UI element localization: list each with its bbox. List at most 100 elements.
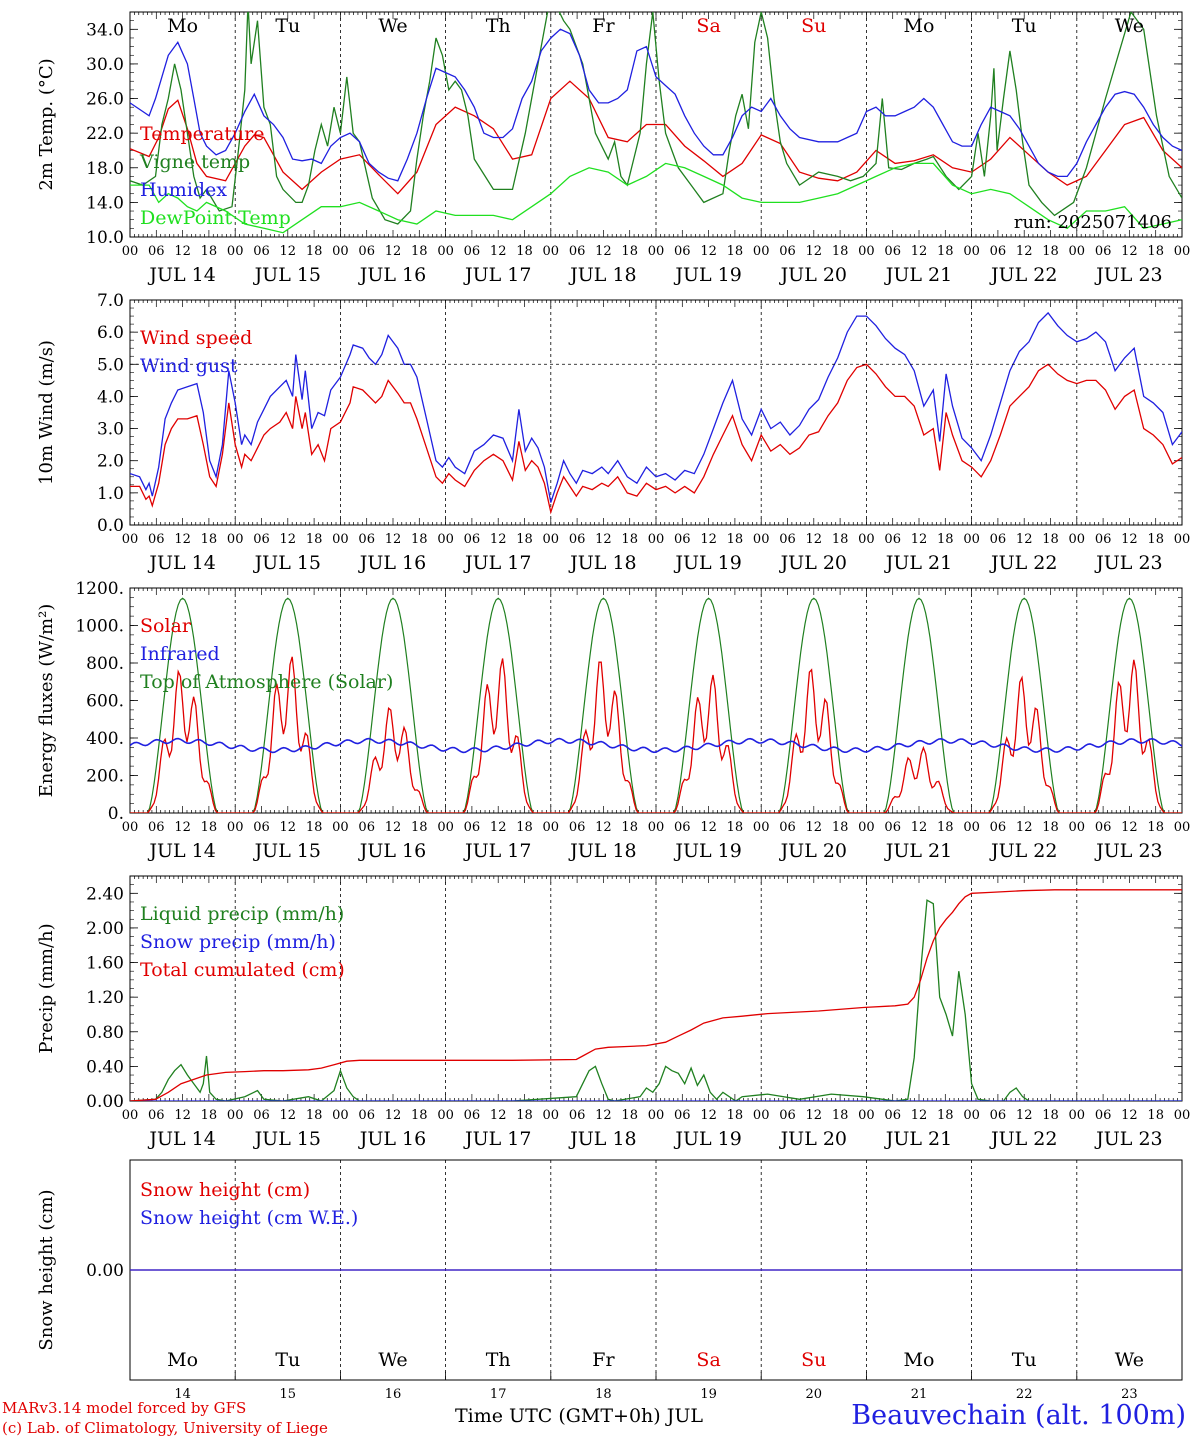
x-hour-label: 12 [700,244,717,259]
day-name-label: Tu [275,1349,300,1371]
x-hour-label: 00 [963,532,980,547]
x-hour-label: 00 [753,532,770,547]
day-name-label: Mo [904,1349,935,1371]
x-hour-label: 18 [411,244,428,259]
day-name-label: Tu [275,15,300,37]
x-hour-label: 12 [700,1108,717,1123]
day-number-label: 22 [1016,1387,1033,1402]
day-name-label: Fr [592,1349,615,1371]
x-hour-label: 06 [674,820,691,835]
x-hour-label: 00 [858,244,875,259]
x-hour-label: 12 [595,1108,612,1123]
x-hour-label: 12 [280,820,297,835]
x-hour-label: 06 [148,1108,165,1123]
y-tick-label: 800. [86,654,124,674]
date-label: JUL 22 [989,552,1057,574]
x-hour-label: 06 [1095,244,1112,259]
x-hour-label: 00 [543,532,560,547]
y-tick-label: 22.0 [86,124,124,144]
x-hour-label: 18 [621,532,638,547]
x-hour-label: 18 [621,820,638,835]
x-hour-label: 18 [201,1108,218,1123]
x-hour-label: 18 [727,244,744,259]
day-number-label: 18 [595,1387,612,1402]
y-tick-label: 0.0 [97,516,124,536]
y-axis-title: Energy fluxes (W/m²) [36,604,57,798]
x-hour-label: 06 [779,532,796,547]
date-label: JUL 21 [884,264,952,286]
y-axis-title: Precip (mm/h) [36,923,57,1053]
x-hour-label: 12 [1016,244,1033,259]
day-number-label: 17 [490,1387,507,1402]
x-hour-label: 18 [1147,1108,1164,1123]
x-hour-label: 12 [385,820,402,835]
y-tick-label: 0.00 [86,1261,124,1281]
x-hour-label: 12 [1121,532,1138,547]
date-label: JUL 19 [673,1128,741,1150]
y-tick-label: 1000. [75,617,124,637]
x-hour-label: 06 [358,820,375,835]
x-hour-label: 06 [569,532,586,547]
x-hour-label: 18 [306,532,323,547]
x-hour-label: 00 [648,244,665,259]
date-label: JUL 20 [779,840,847,862]
date-label: JUL 14 [147,1128,215,1150]
x-hour-label: 18 [832,244,849,259]
x-hour-label: 12 [1121,244,1138,259]
x-hour-label: 06 [674,1108,691,1123]
date-label: JUL 19 [673,264,741,286]
x-hour-label: 18 [306,244,323,259]
x-hour-label: 18 [306,1108,323,1123]
x-hour-label: 18 [201,820,218,835]
date-label: JUL 21 [884,552,952,574]
x-hour-label: 00 [1069,1108,1086,1123]
x-hour-label: 18 [937,244,954,259]
series-line-wind-gust [130,311,1182,503]
y-tick-label: 600. [86,692,124,712]
y-tick-label: 2.0 [97,452,124,472]
x-hour-label: 00 [122,820,139,835]
model-credit: MARv3.14 model forced by GFS [2,1399,247,1417]
day-name-label: We [378,15,407,37]
day-name-label: Sa [696,1349,720,1371]
day-number-label: 14 [174,1387,191,1402]
date-label: JUL 14 [147,264,215,286]
x-hour-label: 06 [464,820,481,835]
x-hour-label: 18 [201,532,218,547]
series-line-vigne-temp [130,12,1182,225]
date-label: JUL 18 [568,840,636,862]
x-hour-label: 18 [411,820,428,835]
day-name-label: Sa [696,15,720,37]
day-number-label: 19 [700,1387,717,1402]
x-hour-label: 00 [227,244,244,259]
x-hour-label: 00 [227,820,244,835]
legend-entry: Wind speed [140,327,252,349]
x-hour-label: 06 [674,244,691,259]
x-hour-label: 06 [358,532,375,547]
x-hour-label: 06 [884,244,901,259]
date-label: JUL 23 [1094,552,1162,574]
x-hour-label: 06 [884,532,901,547]
x-hour-label: 18 [727,532,744,547]
x-hour-label: 06 [990,532,1007,547]
x-hour-label: 18 [1147,820,1164,835]
x-hour-label: 00 [122,244,139,259]
y-tick-label: 2.00 [86,919,124,939]
x-hour-label: 18 [832,1108,849,1123]
x-hour-label: 00 [122,532,139,547]
x-hour-label: 18 [411,532,428,547]
series-line-total-cumulated-cm- [130,889,1182,1101]
x-hour-label: 18 [1042,532,1059,547]
x-hour-label: 12 [280,244,297,259]
plot-frame [129,299,1183,526]
x-hour-label: 06 [464,1108,481,1123]
y-tick-label: 18.0 [86,159,124,179]
x-hour-label: 06 [253,244,270,259]
x-hour-label: 18 [201,244,218,259]
x-hour-label: 12 [385,244,402,259]
x-hour-label: 06 [1095,532,1112,547]
x-hour-label: 06 [779,244,796,259]
x-hour-label: 06 [569,244,586,259]
series-line-wind-speed [130,363,1182,515]
date-label: JUL 19 [673,840,741,862]
